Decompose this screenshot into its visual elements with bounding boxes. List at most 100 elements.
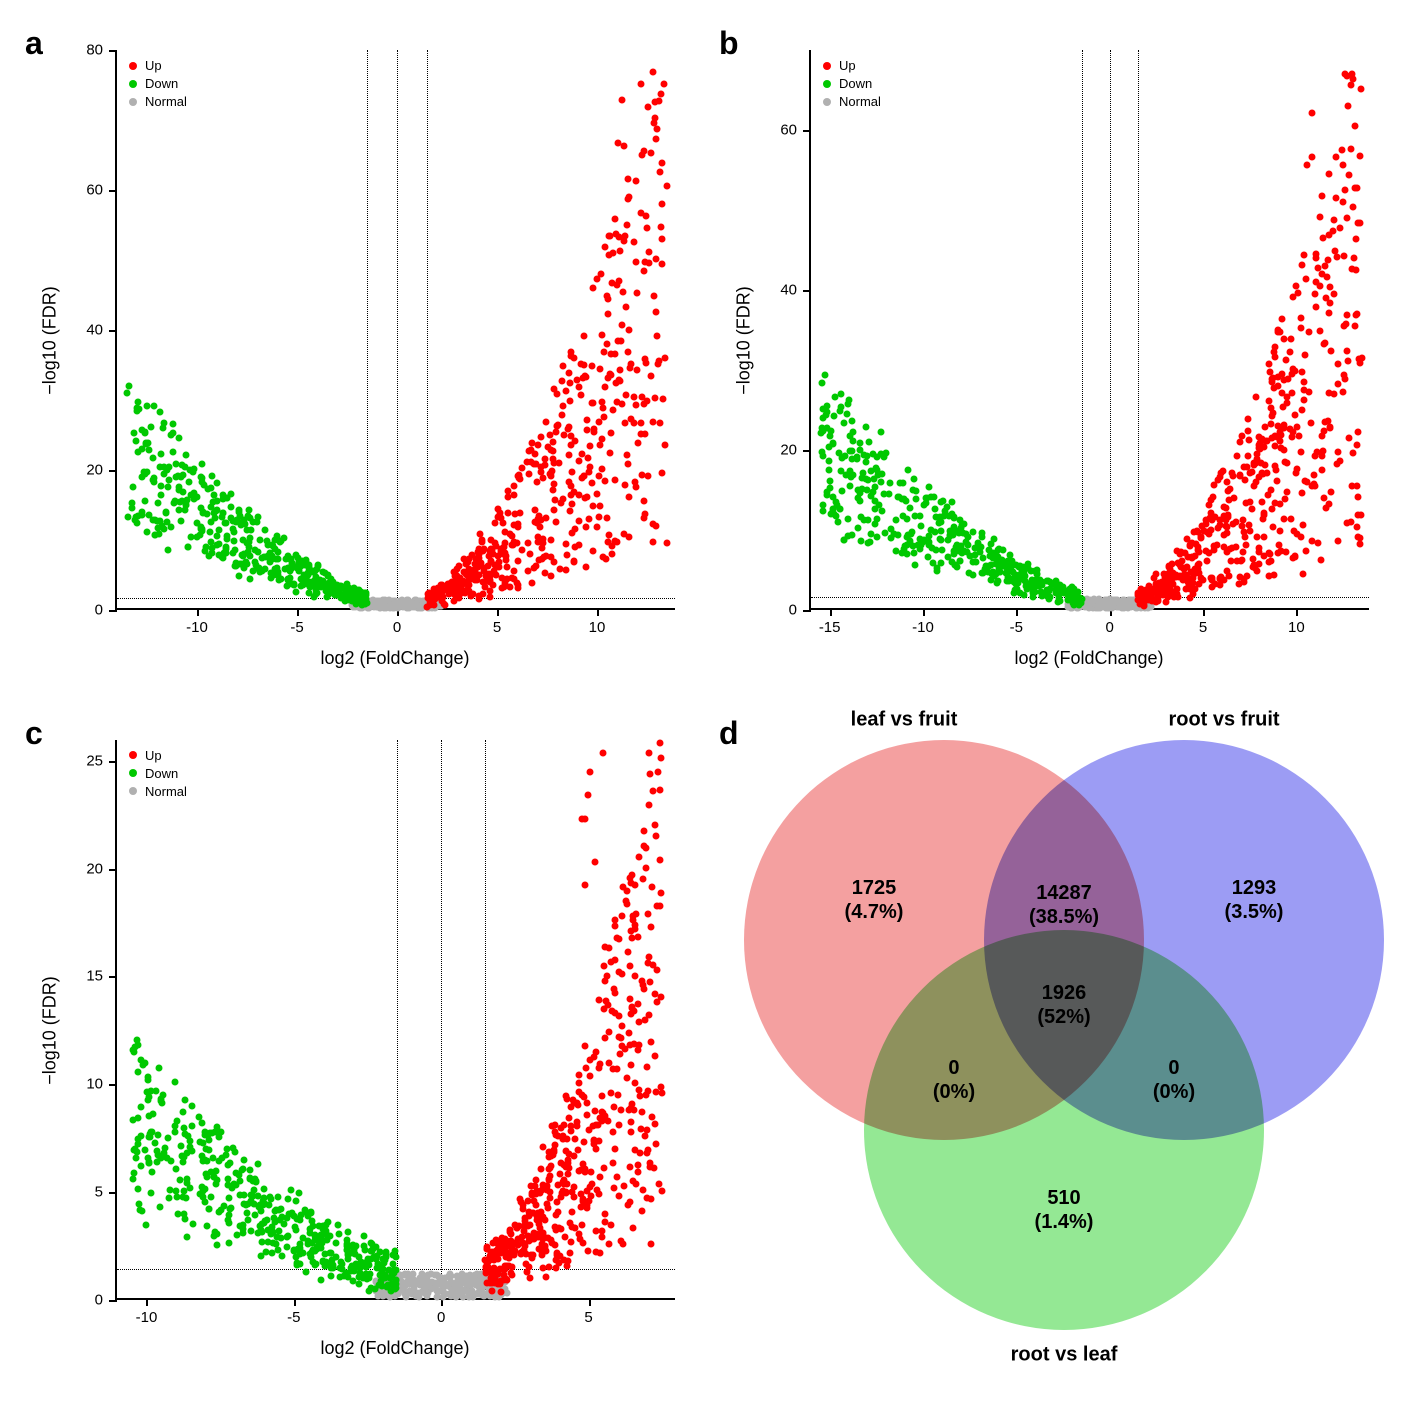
- data-point: [268, 1196, 275, 1203]
- data-point: [621, 143, 628, 150]
- data-point: [618, 1106, 625, 1113]
- data-point: [565, 369, 572, 376]
- venn-region-ABC: 1926(52%): [1037, 981, 1090, 1029]
- data-point: [1341, 323, 1348, 330]
- x-tick-label: 0: [1105, 619, 1113, 636]
- data-point: [597, 1060, 604, 1067]
- data-point: [547, 1194, 554, 1201]
- data-point: [546, 1264, 553, 1271]
- data-point: [594, 523, 601, 530]
- data-point: [820, 415, 827, 422]
- data-point: [927, 494, 934, 501]
- data-point: [231, 1149, 238, 1156]
- data-point: [599, 331, 606, 338]
- data-point: [1308, 153, 1315, 160]
- data-point: [1244, 427, 1251, 434]
- data-point: [491, 1280, 498, 1287]
- data-point: [526, 1236, 533, 1243]
- data-point: [566, 1114, 573, 1121]
- data-point: [872, 506, 879, 513]
- data-point: [188, 1102, 195, 1109]
- data-point: [651, 1053, 658, 1060]
- data-point: [944, 536, 951, 543]
- data-point: [569, 1209, 576, 1216]
- data-point: [1324, 273, 1331, 280]
- data-point: [1297, 448, 1304, 455]
- data-point: [556, 460, 563, 467]
- data-point: [584, 417, 591, 424]
- data-point: [168, 431, 175, 438]
- data-point: [367, 1284, 374, 1291]
- data-point: [625, 348, 632, 355]
- data-point: [642, 1091, 649, 1098]
- data-point: [605, 531, 612, 538]
- panel-d: d 1725(4.7%)1293(3.5%)510(1.4%)14287(38.…: [714, 710, 1398, 1390]
- data-point: [204, 1157, 211, 1164]
- data-point: [553, 391, 560, 398]
- data-point: [634, 1046, 641, 1053]
- data-point: [583, 1099, 590, 1106]
- data-point: [636, 1019, 643, 1026]
- data-point: [371, 598, 378, 605]
- data-point: [556, 1171, 563, 1178]
- data-point: [596, 366, 603, 373]
- data-point: [484, 562, 491, 569]
- data-point: [543, 418, 550, 425]
- data-point: [597, 502, 604, 509]
- data-point: [345, 1229, 352, 1236]
- data-point: [283, 583, 290, 590]
- x-tick-label: -10: [912, 619, 934, 636]
- data-point: [1183, 575, 1190, 582]
- data-point: [178, 518, 185, 525]
- data-point: [1284, 376, 1291, 383]
- legend-dot-icon: [129, 769, 137, 777]
- x-tick-label: -5: [1010, 619, 1023, 636]
- data-point: [634, 934, 641, 941]
- data-point: [524, 539, 531, 546]
- data-point: [641, 148, 648, 155]
- panel-label-d: d: [719, 715, 739, 752]
- data-point: [519, 465, 526, 472]
- data-point: [641, 497, 648, 504]
- legend-label: Down: [145, 766, 178, 781]
- data-point: [938, 528, 945, 535]
- data-point: [548, 536, 555, 543]
- data-point: [134, 1185, 141, 1192]
- data-point: [278, 1206, 285, 1213]
- data-point: [231, 538, 238, 545]
- data-point: [1013, 586, 1020, 593]
- data-point: [863, 458, 870, 465]
- data-point: [456, 586, 463, 593]
- data-point: [626, 365, 633, 372]
- data-point: [564, 1171, 571, 1178]
- data-point: [1243, 499, 1250, 506]
- data-point: [1291, 412, 1298, 419]
- data-point: [154, 1147, 161, 1154]
- data-point: [616, 248, 623, 255]
- data-point: [997, 568, 1004, 575]
- data-point: [865, 438, 872, 445]
- data-point: [1340, 372, 1347, 379]
- data-point: [508, 575, 515, 582]
- data-point: [486, 1255, 493, 1262]
- data-point: [1331, 248, 1338, 255]
- data-point: [910, 475, 917, 482]
- data-point: [214, 1231, 221, 1238]
- data-point: [633, 290, 640, 297]
- data-point: [1206, 501, 1213, 508]
- data-point: [1248, 468, 1255, 475]
- data-point: [618, 970, 625, 977]
- data-point: [565, 451, 572, 458]
- data-point: [646, 749, 653, 756]
- data-point: [368, 1248, 375, 1255]
- data-point: [580, 362, 587, 369]
- data-point: [584, 791, 591, 798]
- data-point: [571, 526, 578, 533]
- data-point: [445, 590, 452, 597]
- data-point: [222, 520, 229, 527]
- data-point: [1335, 538, 1342, 545]
- data-point: [1334, 380, 1341, 387]
- data-point: [230, 518, 237, 525]
- data-point: [615, 1092, 622, 1099]
- data-point: [1325, 310, 1332, 317]
